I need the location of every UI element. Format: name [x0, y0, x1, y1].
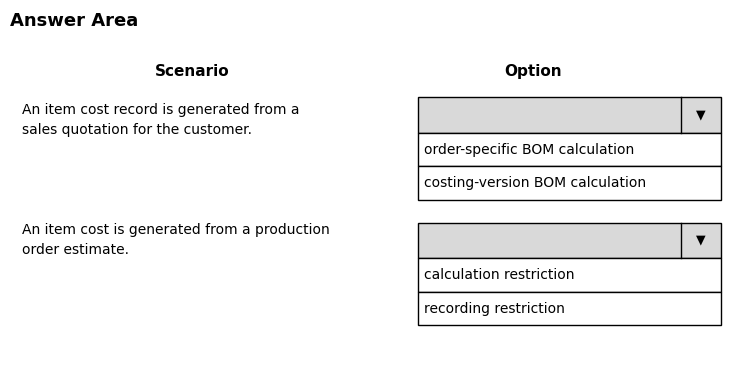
Text: Option: Option: [504, 64, 562, 79]
FancyBboxPatch shape: [418, 133, 722, 166]
Text: Answer Area: Answer Area: [10, 12, 138, 30]
FancyBboxPatch shape: [418, 292, 722, 325]
FancyBboxPatch shape: [418, 166, 722, 200]
Text: order-specific BOM calculation: order-specific BOM calculation: [424, 142, 634, 157]
Text: An item cost is generated from a production
order estimate.: An item cost is generated from a product…: [22, 223, 330, 257]
Text: recording restriction: recording restriction: [424, 301, 565, 316]
Text: calculation restriction: calculation restriction: [424, 268, 574, 282]
Text: ▼: ▼: [696, 108, 706, 122]
FancyBboxPatch shape: [418, 258, 722, 292]
Text: Scenario: Scenario: [155, 64, 229, 79]
Text: ▼: ▼: [696, 234, 706, 247]
Text: costing-version BOM calculation: costing-version BOM calculation: [424, 176, 646, 190]
Text: An item cost record is generated from a
sales quotation for the customer.: An item cost record is generated from a …: [22, 103, 300, 138]
FancyBboxPatch shape: [418, 223, 722, 258]
FancyBboxPatch shape: [418, 97, 722, 133]
